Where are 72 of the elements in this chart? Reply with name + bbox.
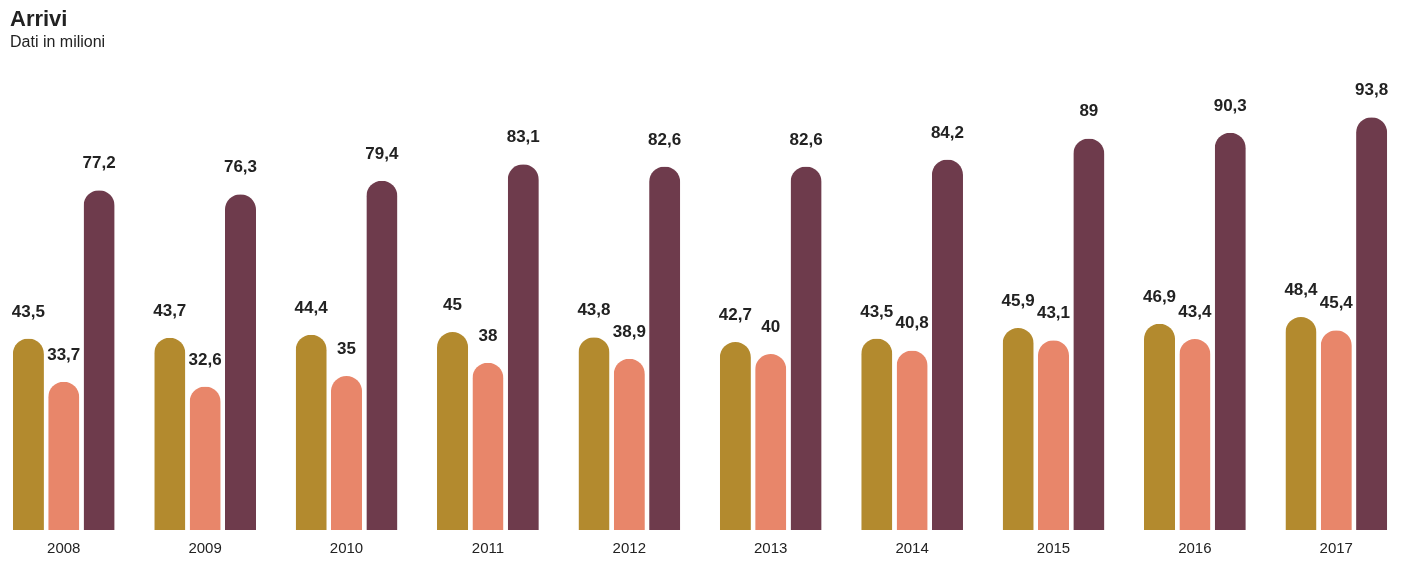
bar xyxy=(719,342,751,530)
bar xyxy=(1179,339,1211,530)
data-label: 43,8 xyxy=(577,300,611,320)
data-label: 90,3 xyxy=(1213,95,1247,115)
bar xyxy=(790,166,822,530)
data-label: 45,4 xyxy=(1319,293,1354,313)
bar xyxy=(1073,138,1105,530)
bar xyxy=(1002,328,1034,530)
bar xyxy=(330,376,363,530)
bar xyxy=(931,159,963,530)
data-label: 46,9 xyxy=(1142,286,1177,306)
bar xyxy=(1320,330,1352,530)
data-label: 43,5 xyxy=(11,301,45,321)
x-tick-label: 2016 xyxy=(1178,538,1212,556)
bar xyxy=(12,338,44,530)
bar xyxy=(1356,117,1388,530)
data-label: 84,2 xyxy=(930,122,964,142)
x-tick-label: 2017 xyxy=(1319,538,1353,556)
x-tick-label: 2011 xyxy=(471,538,505,556)
data-label: 40,8 xyxy=(895,313,929,333)
chart-subtitle: Dati in milioni xyxy=(10,33,106,51)
data-label: 79,4 xyxy=(365,143,399,163)
data-label: 35 xyxy=(337,339,356,358)
data-label: 38,9 xyxy=(612,321,646,341)
x-tick-label: 2010 xyxy=(329,538,364,556)
data-label: 43,5 xyxy=(860,301,894,321)
x-tick-label: 2008 xyxy=(47,538,81,556)
data-label: 93,8 xyxy=(1355,80,1389,100)
bar xyxy=(896,350,928,530)
x-tick-label: 2014 xyxy=(895,538,929,556)
data-label: 44,4 xyxy=(294,297,329,317)
bar xyxy=(1143,323,1176,530)
bar xyxy=(578,337,610,530)
data-label: 38 xyxy=(478,325,498,345)
data-label: 32,6 xyxy=(188,349,222,369)
bar xyxy=(755,354,787,530)
data-label: 42,7 xyxy=(718,305,752,325)
data-label: 43,7 xyxy=(153,300,187,320)
data-label: 77,2 xyxy=(82,153,116,173)
bar xyxy=(472,362,504,530)
bar xyxy=(1285,317,1317,530)
x-tick-label: 2015 xyxy=(1036,538,1071,556)
bar xyxy=(861,338,893,530)
x-tick-label: 2012 xyxy=(612,538,646,556)
chart-title: Arrivi xyxy=(10,6,68,32)
x-tick-label: 2013 xyxy=(754,538,788,556)
bar xyxy=(437,332,469,530)
bar xyxy=(189,386,221,530)
bar xyxy=(224,194,257,530)
data-label: 45 xyxy=(443,295,463,314)
bar xyxy=(366,180,398,530)
bar xyxy=(1037,340,1070,530)
data-label: 43,1 xyxy=(1036,303,1071,323)
data-label: 48,4 xyxy=(1284,280,1319,300)
data-label: 82,6 xyxy=(648,129,682,149)
x-tick-label: 2009 xyxy=(188,538,222,556)
bar xyxy=(295,334,327,530)
data-label: 33,7 xyxy=(47,344,81,364)
data-label: 45,9 xyxy=(1001,291,1035,311)
data-label: 82,6 xyxy=(789,129,823,149)
data-label: 40 xyxy=(761,317,781,336)
data-label: 83,1 xyxy=(506,127,540,147)
bar xyxy=(649,166,681,530)
data-label: 76,3 xyxy=(223,157,258,177)
bar xyxy=(154,337,186,530)
data-label: 43,4 xyxy=(1178,302,1212,322)
bar xyxy=(1214,132,1246,530)
data-label: 89 xyxy=(1079,101,1099,121)
bar xyxy=(48,381,80,530)
bar xyxy=(507,164,539,530)
bar xyxy=(83,190,115,530)
bar xyxy=(613,358,645,530)
